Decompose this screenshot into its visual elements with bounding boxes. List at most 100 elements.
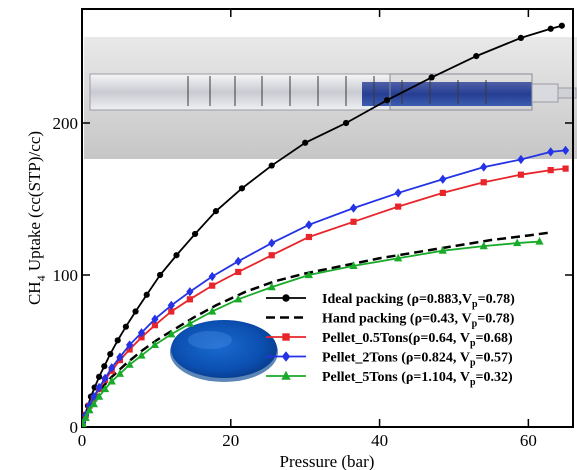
data-point bbox=[268, 238, 276, 248]
data-point bbox=[267, 282, 276, 291]
legend-item: Pellet_2Tons (ρ=0.824, Vp=0.57) bbox=[266, 351, 513, 369]
data-point bbox=[85, 405, 94, 414]
data-point bbox=[114, 337, 121, 344]
data-point bbox=[100, 384, 110, 393]
data-point bbox=[558, 22, 565, 29]
data-point bbox=[268, 252, 275, 259]
data-point bbox=[428, 74, 435, 81]
data-point bbox=[234, 256, 242, 266]
data-point bbox=[89, 399, 99, 408]
x-tick-label: 20 bbox=[222, 431, 239, 450]
data-point bbox=[304, 270, 314, 279]
data-point bbox=[151, 314, 159, 324]
data-point bbox=[101, 373, 109, 383]
data-point bbox=[439, 189, 446, 197]
data-point bbox=[342, 119, 350, 127]
data-point bbox=[282, 333, 290, 341]
data-point bbox=[350, 218, 357, 225]
data-point bbox=[132, 308, 139, 315]
data-point bbox=[561, 145, 570, 155]
data-point bbox=[185, 319, 194, 327]
data-point bbox=[167, 300, 175, 310]
legend: Ideal packing (ρ=0.883,Vp=0.78) Hand pack… bbox=[266, 292, 515, 388]
data-point bbox=[547, 25, 554, 32]
data-point bbox=[108, 363, 116, 373]
x-tick-label: 40 bbox=[371, 431, 388, 450]
data-point bbox=[535, 236, 544, 245]
data-point bbox=[101, 363, 108, 370]
data-point bbox=[168, 308, 175, 315]
data-point bbox=[547, 167, 554, 174]
data-point bbox=[282, 294, 290, 302]
data-point bbox=[95, 382, 103, 393]
data-point bbox=[107, 376, 116, 385]
data-point bbox=[517, 34, 525, 41]
data-point bbox=[349, 203, 358, 213]
data-point bbox=[137, 350, 146, 359]
data-point bbox=[305, 233, 313, 241]
data-point bbox=[394, 188, 402, 198]
y-tick-label: 200 bbox=[53, 114, 79, 133]
series-4 bbox=[82, 236, 544, 427]
data-point bbox=[383, 97, 391, 104]
legend-item: Pellet_5Tons (ρ=1.104, Vp=0.32) bbox=[266, 370, 513, 388]
data-point bbox=[305, 220, 313, 230]
y-tick-label: 100 bbox=[53, 266, 79, 285]
data-point bbox=[90, 392, 98, 402]
plot-frame bbox=[81, 8, 574, 428]
data-point bbox=[126, 340, 134, 350]
legend-item: Pellet_0.5Tons(ρ=0.64, Vp=0.68) bbox=[266, 331, 513, 349]
data-point bbox=[268, 162, 275, 169]
data-point bbox=[439, 174, 447, 184]
data-point bbox=[191, 230, 199, 238]
data-point bbox=[208, 306, 217, 315]
data-point bbox=[349, 261, 358, 269]
y-tick-label: 0 bbox=[70, 418, 79, 437]
data-point bbox=[137, 328, 146, 338]
data-point bbox=[480, 162, 488, 172]
series-line bbox=[82, 231, 551, 427]
data-point bbox=[208, 271, 216, 282]
data-point bbox=[547, 147, 555, 157]
data-point bbox=[234, 294, 243, 303]
x-axis-title: Pressure (bar) bbox=[280, 452, 375, 470]
data-point bbox=[115, 369, 125, 377]
data-point bbox=[95, 392, 104, 400]
data-point bbox=[302, 139, 309, 146]
data-point bbox=[517, 171, 525, 178]
data-point bbox=[157, 271, 164, 279]
data-point bbox=[235, 268, 242, 276]
x-tick-label: 60 bbox=[520, 431, 537, 450]
data-point bbox=[562, 165, 569, 172]
data-point bbox=[473, 53, 480, 60]
data-point bbox=[82, 419, 87, 427]
legend-label: Hand packing (ρ=0.43, Vp=0.78) bbox=[322, 312, 515, 330]
legend-label: Ideal packing (ρ=0.883,Vp=0.78) bbox=[322, 292, 515, 310]
data-point bbox=[394, 253, 403, 262]
data-point bbox=[96, 373, 103, 380]
legend-label: Pellet_5Tons (ρ=1.104, Vp=0.32) bbox=[322, 370, 513, 388]
legend-item: Hand packing (ρ=0.43, Vp=0.78) bbox=[266, 312, 515, 330]
y-axis-title: CH4 Uptake (cc(STP)/cc) bbox=[25, 131, 48, 305]
series-line bbox=[82, 240, 540, 425]
series-layer bbox=[82, 22, 570, 427]
data-point bbox=[167, 329, 176, 338]
data-point bbox=[82, 413, 90, 421]
data-point bbox=[480, 179, 487, 186]
data-point bbox=[479, 241, 488, 250]
pellet-photo bbox=[170, 320, 278, 382]
data-point bbox=[517, 154, 525, 165]
data-point bbox=[150, 340, 160, 349]
data-point bbox=[238, 185, 246, 192]
data-point bbox=[107, 350, 114, 358]
data-point bbox=[186, 287, 194, 297]
data-point bbox=[395, 203, 402, 210]
legend-label: Pellet_2Tons (ρ=0.824, Vp=0.57) bbox=[322, 351, 513, 369]
x-tick-label: 0 bbox=[78, 431, 87, 450]
syringe-photo bbox=[84, 37, 577, 159]
data-point bbox=[116, 352, 124, 362]
legend-item: Ideal packing (ρ=0.883,Vp=0.78) bbox=[266, 292, 515, 310]
data-point bbox=[151, 322, 159, 329]
data-point bbox=[212, 208, 220, 215]
